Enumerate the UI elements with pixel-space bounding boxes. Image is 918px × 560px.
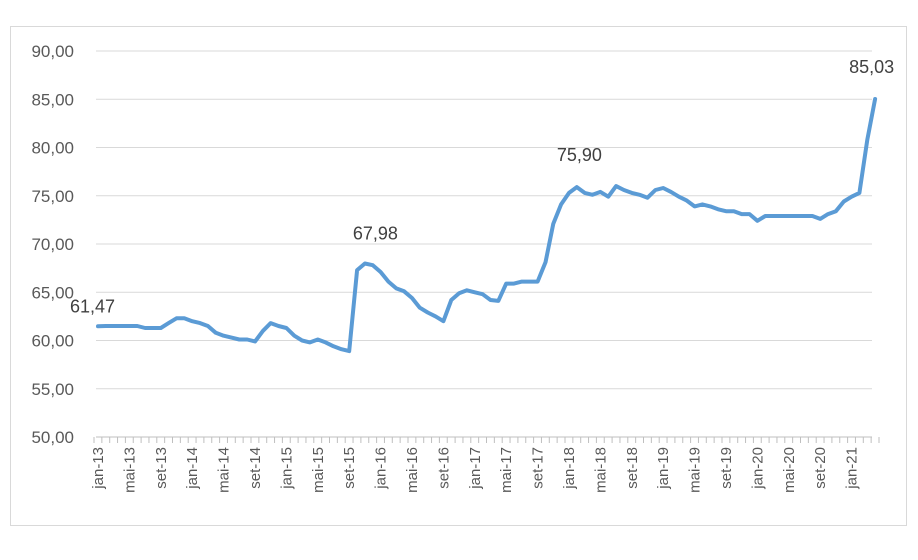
x-tick-label: set-16 bbox=[435, 447, 452, 489]
chart-frame bbox=[10, 26, 907, 526]
x-tick-label: set-13 bbox=[153, 447, 170, 489]
y-tick-label: 80,00 bbox=[31, 139, 74, 158]
x-tick-label: jan-15 bbox=[278, 447, 295, 490]
data-label: 67,98 bbox=[353, 223, 398, 243]
y-tick-label: 70,00 bbox=[31, 235, 74, 254]
x-tick-label: jan-14 bbox=[184, 447, 201, 490]
x-tick-label: mai-17 bbox=[498, 447, 515, 493]
x-tick-label: mai-20 bbox=[781, 447, 798, 493]
x-tick-label: mai-16 bbox=[404, 447, 421, 493]
x-tick-label: jan-21 bbox=[844, 447, 861, 490]
x-tick-label: jan-17 bbox=[467, 447, 484, 490]
x-tick-label: set-19 bbox=[718, 447, 735, 489]
x-tick-label: jan-20 bbox=[749, 447, 766, 490]
x-tick-label: set-15 bbox=[341, 447, 358, 489]
x-tick-label: jan-16 bbox=[373, 447, 390, 490]
y-tick-label: 90,00 bbox=[31, 42, 74, 61]
y-tick-label: 50,00 bbox=[31, 428, 74, 447]
x-tick-label: mai-18 bbox=[592, 447, 609, 493]
x-tick-label: mai-15 bbox=[310, 447, 327, 493]
x-tick-label: set-18 bbox=[624, 447, 641, 489]
x-tick-label: mai-13 bbox=[121, 447, 138, 493]
y-tick-label: 65,00 bbox=[31, 283, 74, 302]
y-tick-label: 60,00 bbox=[31, 332, 74, 351]
y-tick-label: 55,00 bbox=[31, 380, 74, 399]
x-tick-label: mai-19 bbox=[687, 447, 704, 493]
x-tick-label: jan-18 bbox=[561, 447, 578, 490]
x-tick-label: set-20 bbox=[812, 447, 829, 489]
y-tick-label: 85,00 bbox=[31, 90, 74, 109]
x-tick-label: jan-19 bbox=[655, 447, 672, 490]
x-tick-label: mai-14 bbox=[216, 447, 233, 493]
x-tick-label: jan-13 bbox=[90, 447, 107, 490]
x-tick-label: set-14 bbox=[247, 447, 264, 489]
data-label: 75,90 bbox=[557, 145, 602, 165]
data-label: 61,47 bbox=[70, 296, 115, 316]
x-tick-label: set-17 bbox=[530, 447, 547, 489]
series-line bbox=[96, 97, 878, 354]
y-tick-label: 75,00 bbox=[31, 187, 74, 206]
data-label: 85,03 bbox=[849, 57, 894, 77]
